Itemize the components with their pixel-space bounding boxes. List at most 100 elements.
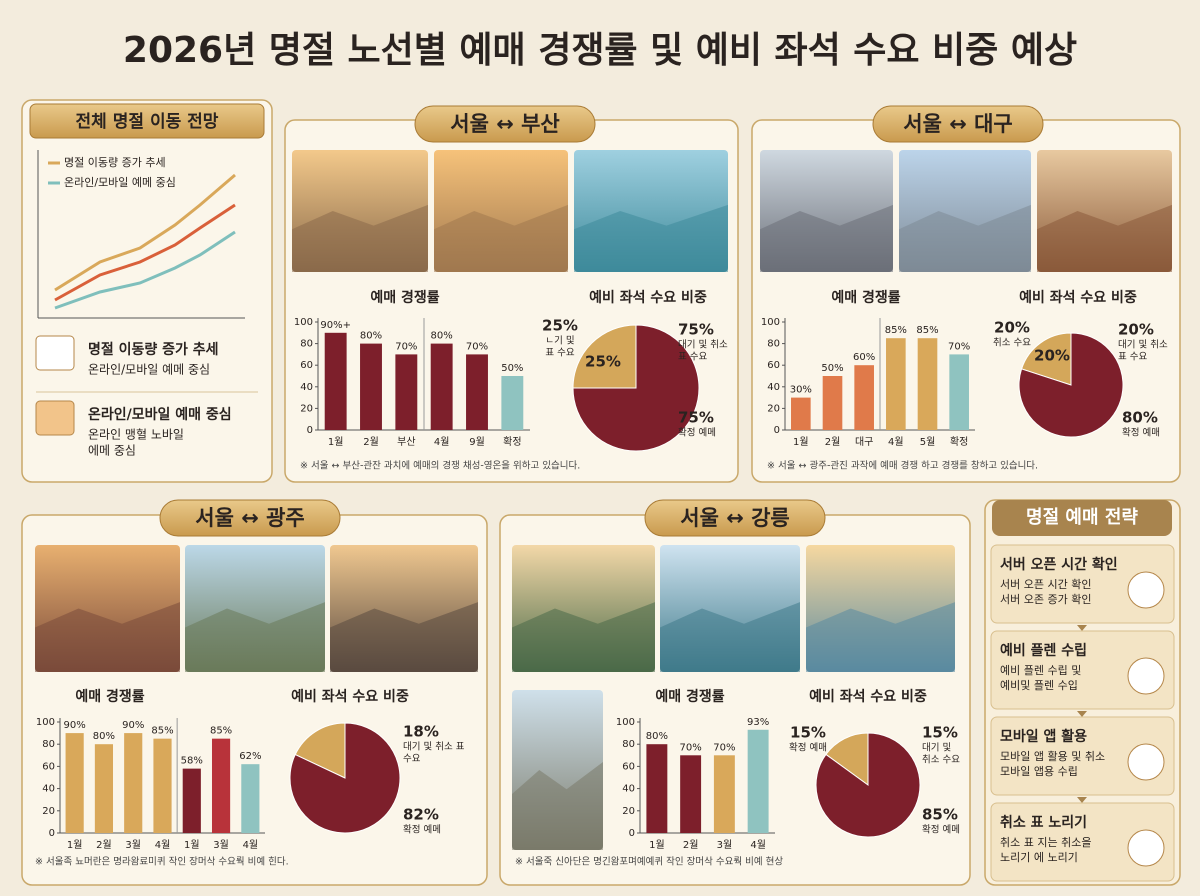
pie-label: 20% — [1034, 347, 1070, 365]
y-tick-label: 60 — [300, 360, 313, 371]
y-tick-label: 80 — [300, 339, 313, 350]
arrow — [1077, 797, 1087, 803]
pie-label-text: 확정 예매 — [789, 742, 827, 754]
strategy-icon — [1127, 657, 1165, 695]
x-tick-label: 9월 — [469, 436, 485, 448]
y-tick-label: 100 — [616, 717, 635, 728]
item-text: 온라인 맹혈 노바일 — [88, 428, 184, 442]
value-label: 80% — [646, 731, 668, 742]
x-tick-label: 1월 — [184, 839, 200, 851]
strategy-text: 예비 플렌 수립 및 — [1000, 664, 1081, 677]
strategy-text: 모바일 앱 활용 및 취소 — [1000, 749, 1105, 763]
bar — [241, 764, 260, 833]
photo-scenery — [806, 602, 955, 672]
pie-label-text: 대기 및 취소 — [678, 339, 728, 351]
x-tick-label: 4월 — [155, 839, 171, 851]
value-label: 50% — [821, 363, 843, 374]
value-label: 58% — [181, 756, 203, 767]
x-tick-label: 3월 — [213, 839, 229, 851]
y-tick-label: 20 — [622, 806, 635, 817]
value-label: 85% — [885, 325, 907, 336]
bar — [646, 744, 668, 833]
photo-scenery — [512, 602, 655, 672]
x-tick-label: 확정 — [503, 436, 521, 448]
x-tick-label: 2월 — [825, 436, 841, 448]
x-tick-label: 1월 — [67, 839, 83, 851]
value-label: 70% — [466, 341, 488, 352]
photo-scenery — [660, 602, 800, 672]
pie-label: 25% — [585, 353, 621, 371]
pie-slice — [1018, 332, 1124, 438]
bar — [949, 354, 969, 430]
icon — [35, 400, 75, 436]
y-tick-label: 40 — [42, 784, 55, 795]
y-tick-label: 20 — [767, 403, 780, 414]
pie-slice — [1020, 332, 1072, 386]
pie-label-text: 확정 예매 — [1122, 427, 1160, 439]
photo-scenery — [330, 602, 478, 672]
photo-scenery — [512, 762, 603, 850]
bar — [854, 365, 874, 430]
value-label: 85% — [916, 325, 938, 336]
icon — [35, 335, 75, 371]
photo-scenery — [899, 204, 1031, 272]
title-pill — [872, 105, 1044, 143]
bar — [501, 376, 524, 430]
strategy-text: 예비및 플렌 수입 — [1000, 679, 1078, 692]
legend-label: 온라인/모바일 예메 중심 — [64, 175, 176, 189]
title-pill — [992, 500, 1172, 536]
bar — [886, 338, 906, 430]
x-tick-label: 확정 — [950, 436, 968, 448]
strategy-title: 모바일 앱 활용 — [1000, 728, 1087, 745]
photo-scenery — [434, 204, 568, 272]
value-label: 70% — [395, 341, 417, 352]
x-tick-label: 3월 — [717, 839, 733, 851]
x-tick-label: 부산 — [397, 436, 415, 448]
photo-scenery — [185, 602, 325, 672]
photo-scenery — [574, 204, 728, 272]
pie-label: 85% — [922, 806, 958, 824]
pie-label-text: 확정 예메 — [922, 824, 960, 836]
footnote: ※ 서울 ↔ 광주-관진 과작에 예매 경쟁 하고 경쟁를 창하고 있습니다. — [767, 460, 1038, 472]
value-label: 85% — [151, 726, 173, 737]
panel-title: 전체 명절 이동 전망 — [76, 111, 219, 132]
pie-label: 25% — [542, 317, 578, 335]
photo-scenery — [35, 602, 180, 672]
chart-title: 예매 경쟁률 — [655, 688, 724, 705]
bar — [822, 376, 843, 430]
strategy-card — [990, 716, 1175, 796]
pie-label-text: 대기 및 취소 표 — [403, 741, 465, 753]
pie-slice — [572, 324, 637, 389]
bar — [153, 738, 172, 833]
footnote: ※ 서울족 뇨머란은 명라왐료미퀴 작인 장머삭 수요뤅 비예 힌다. — [35, 856, 289, 868]
y-tick-label: 40 — [300, 382, 313, 393]
bar — [65, 733, 84, 833]
title-pill — [414, 105, 596, 143]
bar — [680, 755, 702, 833]
y-tick-label: 100 — [761, 317, 780, 328]
trend-line — [54, 173, 236, 292]
bar — [124, 733, 143, 833]
pie-slice — [572, 324, 700, 452]
chart-title: 예비 좌석 수요 비중 — [589, 290, 707, 306]
x-tick-label: 2월 — [96, 839, 112, 851]
pie-label-text: 대기 및 — [922, 742, 951, 754]
bar — [917, 338, 938, 430]
item-title: 명절 이동량 증가 추세 — [88, 341, 219, 358]
strategy-card — [990, 802, 1175, 882]
bar — [360, 343, 382, 430]
pie-slice — [815, 732, 921, 838]
title-pill — [29, 103, 265, 139]
y-tick-label: 60 — [42, 761, 55, 772]
pie-label-text: 취소 수요 — [922, 755, 960, 766]
y-tick-label: 0 — [49, 828, 55, 839]
chart-title: 예매 경쟁률 — [75, 688, 144, 705]
trend-line — [54, 230, 236, 310]
strategy-icon — [1127, 743, 1165, 781]
bar — [395, 354, 418, 430]
pie-slice — [289, 722, 401, 834]
pie-label: 20% — [1118, 321, 1154, 339]
strategy-card — [990, 544, 1175, 624]
